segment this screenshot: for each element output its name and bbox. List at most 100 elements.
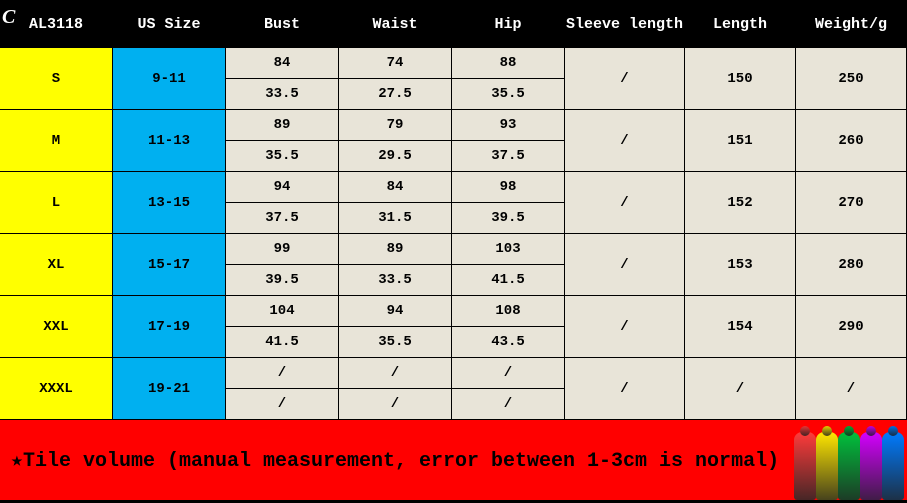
waist-cm: 74 xyxy=(339,48,452,79)
table-row: XXL17-1910441.59435.510843.5/154290 xyxy=(0,296,907,358)
length-cell: 151 xyxy=(685,110,796,172)
watermark: C xyxy=(2,6,15,29)
bust-stack: 8935.5 xyxy=(226,110,339,172)
bust-stack: 9437.5 xyxy=(226,172,339,234)
hip-cm: 88 xyxy=(452,48,565,79)
weight-cell: 250 xyxy=(796,48,907,110)
sleeve-cell: / xyxy=(565,172,685,234)
length-cell: 152 xyxy=(685,172,796,234)
hip-in: 35.5 xyxy=(452,79,565,110)
bust-in: 37.5 xyxy=(226,203,339,234)
hip-in: 39.5 xyxy=(452,203,565,234)
us-cell: 11-13 xyxy=(113,110,226,172)
waist-in: 27.5 xyxy=(339,79,452,110)
header-hip: Hip xyxy=(452,0,565,48)
waist-stack: // xyxy=(339,358,452,420)
waist-in: 31.5 xyxy=(339,203,452,234)
size-chart: AL3118 US Size Bust Waist Hip Sleeve len… xyxy=(0,0,907,500)
hip-cm: / xyxy=(452,358,565,389)
hip-in: 43.5 xyxy=(452,327,565,358)
length-cell: 154 xyxy=(685,296,796,358)
header-code: AL3118 xyxy=(0,0,113,48)
hip-cm: 103 xyxy=(452,234,565,265)
bust-in: 35.5 xyxy=(226,141,339,172)
bust-in: 41.5 xyxy=(226,327,339,358)
header-us: US Size xyxy=(113,0,226,48)
sleeve-cell: / xyxy=(565,234,685,296)
waist-cm: 84 xyxy=(339,172,452,203)
hip-in: 37.5 xyxy=(452,141,565,172)
waist-cm: 79 xyxy=(339,110,452,141)
weight-cell: 290 xyxy=(796,296,907,358)
header-weight: Weight/g xyxy=(796,0,907,48)
bust-cm: 94 xyxy=(226,172,339,203)
waist-in: 33.5 xyxy=(339,265,452,296)
weight-cell: / xyxy=(796,358,907,420)
length-cell: / xyxy=(685,358,796,420)
hip-cm: 93 xyxy=(452,110,565,141)
waist-stack: 7427.5 xyxy=(339,48,452,110)
us-cell: 15-17 xyxy=(113,234,226,296)
bust-cm: 104 xyxy=(226,296,339,327)
size-cell: M xyxy=(0,110,113,172)
header-sleeve: Sleeve length xyxy=(565,0,685,48)
waist-stack: 8933.5 xyxy=(339,234,452,296)
us-cell: 17-19 xyxy=(113,296,226,358)
us-cell: 9-11 xyxy=(113,48,226,110)
size-cell: L xyxy=(0,172,113,234)
bust-cm: 99 xyxy=(226,234,339,265)
sleeve-cell: / xyxy=(565,48,685,110)
bust-stack: // xyxy=(226,358,339,420)
hip-in: / xyxy=(452,389,565,420)
figure-icon xyxy=(860,432,882,500)
us-cell: 19-21 xyxy=(113,358,226,420)
bust-in: 33.5 xyxy=(226,79,339,110)
bust-cm: 84 xyxy=(226,48,339,79)
bust-stack: 9939.5 xyxy=(226,234,339,296)
size-cell: XXXL xyxy=(0,358,113,420)
table-row: XXXL19-21///////// xyxy=(0,358,907,420)
hip-stack: 8835.5 xyxy=(452,48,565,110)
waist-cm: 89 xyxy=(339,234,452,265)
hip-stack: // xyxy=(452,358,565,420)
bust-in: 39.5 xyxy=(226,265,339,296)
sleeve-cell: / xyxy=(565,296,685,358)
hip-stack: 9839.5 xyxy=(452,172,565,234)
hip-stack: 10341.5 xyxy=(452,234,565,296)
figure-icon xyxy=(794,432,816,500)
bust-cm: 89 xyxy=(226,110,339,141)
figure-icon xyxy=(838,432,860,500)
header-waist: Waist xyxy=(339,0,452,48)
table-row: S9-118433.57427.58835.5/150250 xyxy=(0,48,907,110)
weight-cell: 260 xyxy=(796,110,907,172)
waist-stack: 8431.5 xyxy=(339,172,452,234)
waist-stack: 7929.5 xyxy=(339,110,452,172)
size-cell: XL xyxy=(0,234,113,296)
bust-cm: / xyxy=(226,358,339,389)
footer-note: ★Tile volume (manual measurement, error … xyxy=(0,420,790,500)
weight-cell: 280 xyxy=(796,234,907,296)
sleeve-cell: / xyxy=(565,358,685,420)
figure-icon xyxy=(816,432,838,500)
bust-stack: 10441.5 xyxy=(226,296,339,358)
hip-stack: 9337.5 xyxy=(452,110,565,172)
weight-cell: 270 xyxy=(796,172,907,234)
bust-in: / xyxy=(226,389,339,420)
table-row: XL15-179939.58933.510341.5/153280 xyxy=(0,234,907,296)
waist-stack: 9435.5 xyxy=(339,296,452,358)
length-cell: 150 xyxy=(685,48,796,110)
header-bust: Bust xyxy=(226,0,339,48)
hip-stack: 10843.5 xyxy=(452,296,565,358)
footer-row: ★Tile volume (manual measurement, error … xyxy=(0,420,907,500)
table-row: L13-159437.58431.59839.5/152270 xyxy=(0,172,907,234)
size-cell: S xyxy=(0,48,113,110)
table-row: M11-138935.57929.59337.5/151260 xyxy=(0,110,907,172)
figure-icon xyxy=(882,432,904,500)
hip-cm: 98 xyxy=(452,172,565,203)
sleeve-cell: / xyxy=(565,110,685,172)
header-length: Length xyxy=(685,0,796,48)
waist-in: 35.5 xyxy=(339,327,452,358)
waist-in: / xyxy=(339,389,452,420)
header-row: AL3118 US Size Bust Waist Hip Sleeve len… xyxy=(0,0,907,48)
us-cell: 13-15 xyxy=(113,172,226,234)
